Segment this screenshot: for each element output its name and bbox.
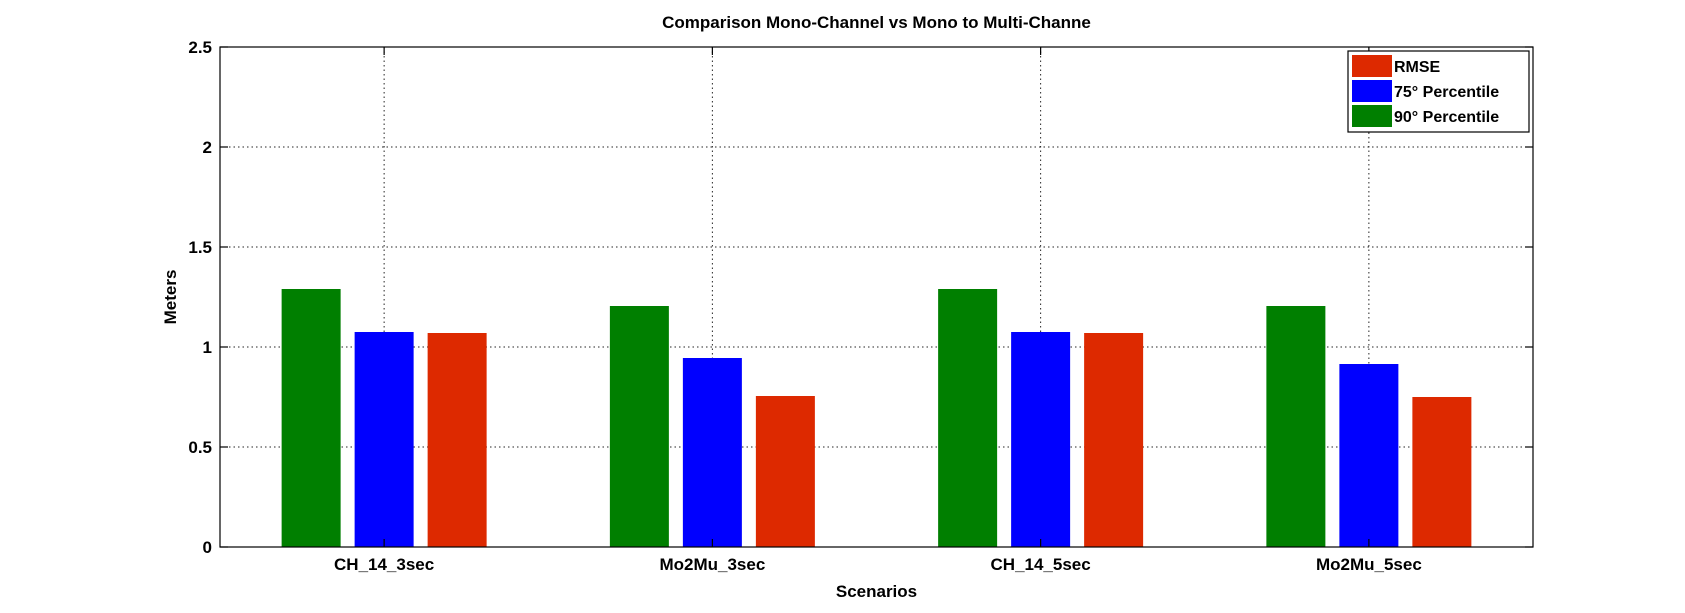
legend-label: RMSE (1394, 59, 1441, 76)
x-tick-label: Mo2Mu_5sec (1316, 555, 1422, 574)
bars (281, 289, 1472, 547)
y-axis-label: Meters (161, 270, 180, 325)
bar-rmse-mo2mu_5sec (1412, 397, 1472, 547)
y-tick-label: 1 (203, 338, 212, 357)
x-tick-label: Mo2Mu_3sec (659, 555, 765, 574)
bar-90-percentile-mo2mu_3sec (609, 306, 669, 547)
axis-ticks: 0 0.5 1 1.5 2 2.5 CH_14_3sec Mo2Mu_3sec CH_14_5s… (188, 38, 1533, 574)
legend-swatch (1352, 80, 1392, 102)
bar-90-percentile-mo2mu_5sec (1266, 306, 1326, 547)
x-tick-label: CH_14_3sec (334, 555, 434, 574)
bar-rmse-ch_14_3sec (427, 333, 487, 547)
bar-rmse-ch_14_5sec (1084, 333, 1144, 547)
legend-label: 75° Percentile (1394, 84, 1499, 101)
grid-lines (220, 47, 1533, 547)
y-tick-label: 2.5 (188, 38, 212, 57)
y-tick-label: 1.5 (188, 238, 212, 257)
bar-90-percentile-ch_14_5sec (938, 289, 998, 547)
plot-frame (219, 46, 1534, 548)
chart-title: Comparison Mono-Channel vs Mono to Multi… (662, 13, 1091, 32)
x-axis-label: Scenarios (836, 582, 917, 601)
bar-rmse-mo2mu_3sec (755, 396, 815, 547)
y-tick-label: 2 (203, 138, 212, 157)
bar-75-percentile-mo2mu_3sec (682, 358, 742, 547)
bar-75-percentile-mo2mu_5sec (1339, 364, 1399, 547)
bar-75-percentile-ch_14_3sec (354, 332, 414, 547)
bar-90-percentile-ch_14_3sec (281, 289, 341, 547)
legend-swatch (1352, 55, 1392, 77)
legend-swatch (1352, 105, 1392, 127)
y-tick-label: 0.5 (188, 438, 212, 457)
x-tick-label: CH_14_5sec (991, 555, 1091, 574)
legend-label: 90° Percentile (1394, 109, 1499, 126)
legend: RMSE 75° Percentile 90° Percentile (1347, 50, 1530, 133)
bar-75-percentile-ch_14_5sec (1011, 332, 1071, 547)
y-tick-label: 0 (203, 538, 212, 557)
